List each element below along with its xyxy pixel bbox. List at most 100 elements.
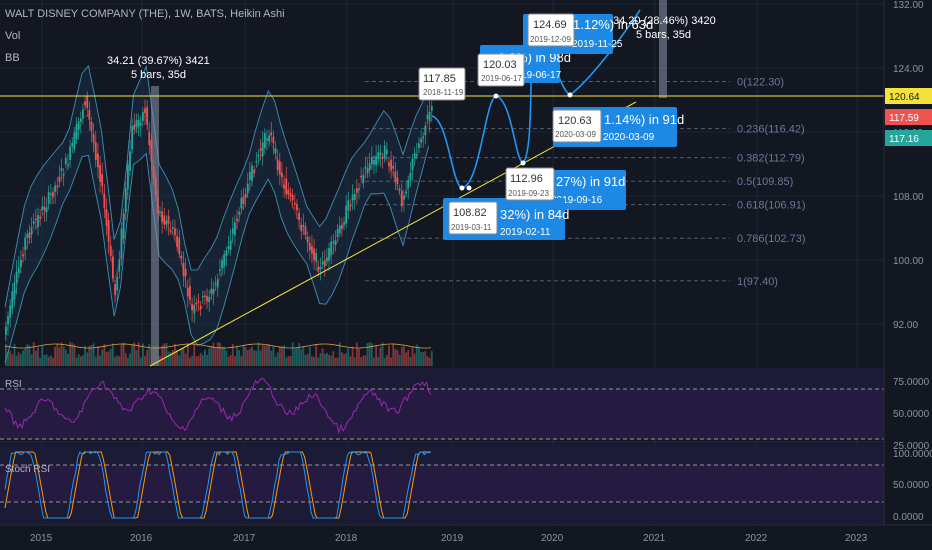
volume-bar [353, 357, 356, 366]
volume-bar [56, 343, 59, 366]
candle-body [114, 284, 116, 296]
candle-body [405, 191, 407, 194]
candle-body [103, 194, 106, 208]
candle-body [304, 226, 307, 235]
volume-bar [212, 342, 215, 366]
volume-bar [379, 347, 382, 366]
volume-bar [370, 343, 373, 366]
candle-body [195, 302, 198, 305]
rsi-panel[interactable]: RSI [0, 368, 884, 440]
candle-body [189, 286, 191, 300]
volume-bar [251, 346, 253, 366]
candle-body [204, 295, 206, 298]
candle-body [330, 241, 333, 256]
candle-body [52, 191, 54, 198]
volume-bar [242, 345, 245, 366]
volume-bar [257, 342, 260, 366]
candle-body [306, 236, 309, 243]
candle-body [345, 205, 348, 224]
candle-body [407, 179, 410, 188]
candle-body [266, 138, 268, 141]
volume-bar [52, 357, 54, 366]
candle-body [13, 282, 16, 300]
price-callout[interactable]: 120.63 2020-03-09 [552, 109, 602, 143]
volume-bar [182, 348, 185, 366]
volume-bar [358, 348, 360, 366]
volume-bar [107, 351, 110, 366]
rsi-label: RSI [5, 379, 22, 390]
candle-body [41, 206, 44, 211]
volume-bar [174, 343, 176, 366]
candle-body [233, 222, 236, 236]
volume-bar [291, 342, 294, 366]
volume-bar [392, 343, 395, 366]
indicator-bb-label[interactable]: BB [5, 52, 20, 64]
candle-body [208, 296, 211, 303]
time-axis[interactable]: 2015 2016 2017 2018 2019 2020 2021 2022 2023 [0, 524, 932, 544]
time-tick: 2023 [845, 533, 868, 544]
candle-body [26, 234, 29, 238]
volume-bar [37, 347, 39, 366]
price-marker: 117.16 [885, 130, 932, 146]
candle-body [240, 198, 243, 209]
candle-body [257, 154, 260, 157]
price-callout[interactable]: 124.69 2019-12-09 [527, 13, 575, 47]
volume-bar [266, 345, 268, 366]
volume-bar [206, 354, 208, 366]
volume-bar [193, 342, 196, 366]
volume-bar [124, 353, 127, 366]
stoch-rsi-panel[interactable]: Stoch RSI [0, 444, 884, 524]
volume-bar [351, 346, 354, 366]
volume-bar [139, 357, 142, 366]
candle-body [366, 168, 369, 174]
candle-body [141, 112, 144, 121]
volume-bar [418, 347, 420, 366]
price-callout[interactable]: 108.82 2019-03-11 [448, 201, 498, 235]
volume-bar [161, 345, 164, 366]
volume-bar [347, 348, 350, 366]
indicator-vol-label[interactable]: Vol [5, 30, 20, 42]
volume-bar [362, 355, 365, 366]
candle-body [43, 206, 46, 210]
candle-body [424, 125, 427, 136]
candle-body [152, 166, 155, 179]
fibonacci-retracement[interactable]: 0(122.30) 0.236(116.42) 0.382(112.79) 0.5(1… [365, 77, 806, 288]
price-tick: 124.00 [893, 64, 924, 75]
projection-date: 2019-09-16 [551, 195, 603, 206]
candle-body [49, 193, 52, 196]
candle-body [135, 120, 138, 128]
candle-body [112, 256, 114, 279]
volume-bar [210, 346, 213, 366]
time-axis-ticks: 2015 2016 2017 2018 2019 2020 2021 2022 2023 [30, 533, 868, 544]
svg-text:120.64: 120.64 [889, 92, 920, 103]
volume-bar [302, 346, 305, 366]
volume-bar [375, 344, 378, 366]
time-tick: 2015 [30, 533, 53, 544]
volume-bar [308, 346, 311, 366]
volume-bar [180, 348, 183, 366]
price-callout[interactable]: 117.85 2018-11-19 [418, 67, 466, 101]
svg-text:117.59: 117.59 [889, 113, 919, 124]
candle-body [360, 175, 363, 178]
candle-body [150, 140, 153, 162]
volume-bar [225, 350, 228, 366]
stoch-tick: 0.0000 [893, 512, 924, 523]
candle-body [58, 176, 61, 182]
candle-body [22, 254, 24, 257]
candle-body [251, 165, 253, 181]
candle-body [139, 122, 142, 126]
volume-bar [383, 357, 386, 366]
candle-body [227, 246, 230, 250]
volume-bar [330, 355, 333, 366]
candle-body [178, 237, 181, 255]
candle-body [186, 288, 189, 297]
volume-bar [94, 356, 97, 366]
volume-bar [366, 343, 369, 366]
candle-body [420, 138, 422, 143]
price-callout[interactable]: 120.03 2019-06-17 [477, 53, 525, 87]
candle-body [403, 195, 405, 200]
volume-bar [150, 347, 153, 366]
price-callout[interactable]: 112.96 2019-09-23 [505, 167, 555, 201]
